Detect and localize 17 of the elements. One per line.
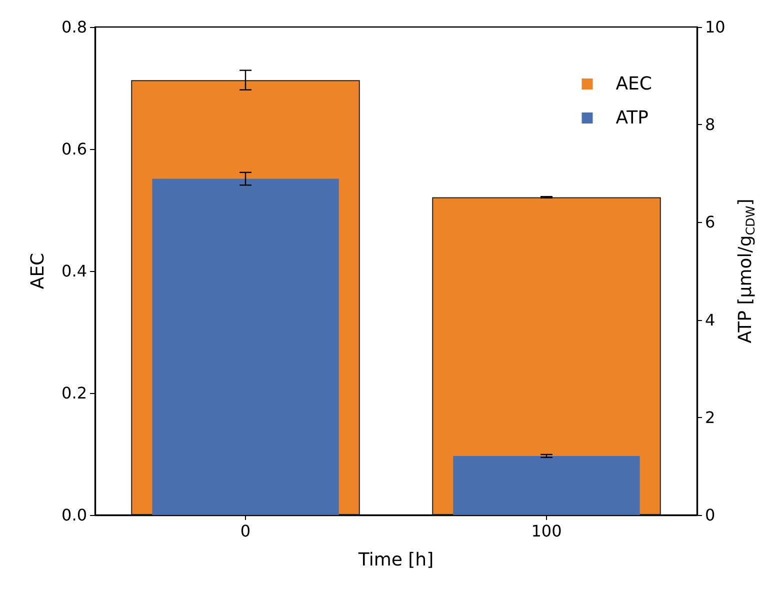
- y2-tick-label: 2: [705, 408, 716, 427]
- x-axis-title: Time [h]: [357, 550, 434, 570]
- y-tick-label: 0.6: [62, 140, 87, 158]
- y2-tick-label: 0: [705, 506, 716, 524]
- y2-tick-label: 6: [705, 212, 716, 232]
- y-tick-label: 0.2: [62, 384, 87, 402]
- y2-tick-label: 8: [705, 115, 716, 134]
- y-tick-label: 0.4: [62, 262, 87, 280]
- x-tick-label: 100: [531, 522, 562, 540]
- y-tick-label: 0.0: [62, 506, 87, 524]
- legend-label: ATP: [616, 108, 649, 128]
- y2-axis-title: ATP [µmol/gCDW]: [734, 198, 758, 344]
- y-tick-label: 0.8: [62, 18, 87, 36]
- y-axis-title: AEC: [28, 252, 48, 290]
- legend-label: AEC: [616, 74, 652, 94]
- y2-tick-label: 4: [705, 310, 716, 330]
- y2-tick-label: 10: [705, 18, 726, 36]
